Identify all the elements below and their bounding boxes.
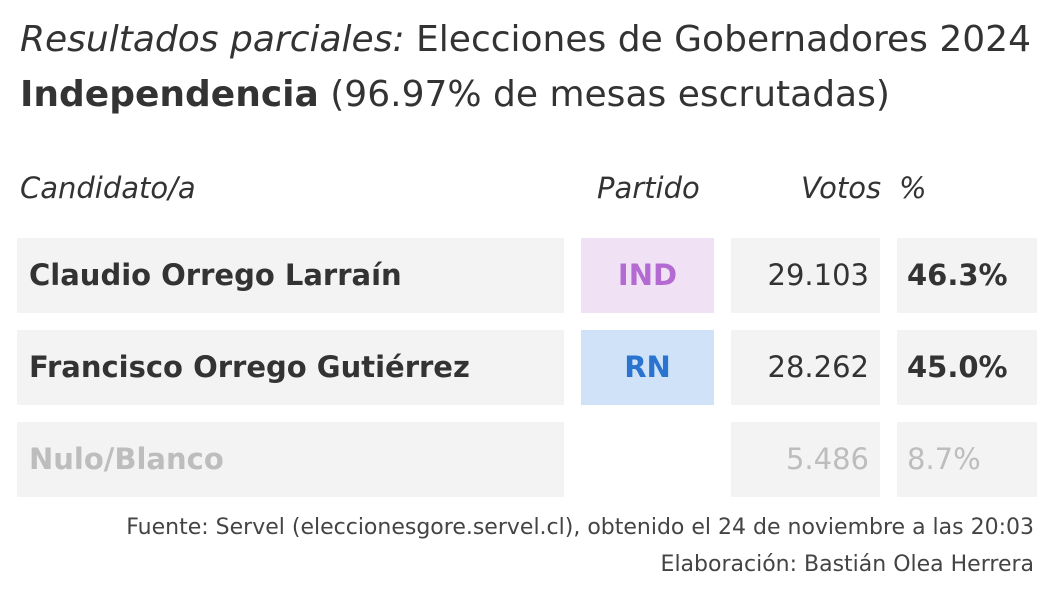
party-badge: IND (581, 238, 714, 313)
chart-title: Resultados parciales: Elecciones de Gobe… (20, 18, 1031, 62)
chart-subtitle: Independencia (96.97% de mesas escrutada… (20, 73, 890, 117)
votes-value: 29.103 (731, 238, 880, 313)
candidate-name: Nulo/Blanco (17, 422, 564, 497)
party-badge (581, 422, 714, 497)
title-main: Elecciones de Gobernadores 2024 (416, 19, 1031, 60)
author-note: Elaboración: Bastián Olea Herrera (660, 552, 1034, 577)
candidate-name: Francisco Orrego Gutiérrez (17, 330, 564, 405)
pct-value: 45.0% (897, 330, 1037, 405)
votes-value: 28.262 (731, 330, 880, 405)
region-name: Independencia (20, 74, 319, 115)
pct-value: 46.3% (897, 238, 1037, 313)
header-pct: % (899, 171, 927, 205)
pct-value: 8.7% (897, 422, 1037, 497)
header-candidate: Candidato/a (20, 171, 196, 205)
votes-value: 5.486 (731, 422, 880, 497)
header-party: Partido (597, 171, 700, 205)
source-note: Fuente: Servel (eleccionesgore.servel.cl… (126, 515, 1034, 540)
party-badge: RN (581, 330, 714, 405)
header-votes: Votos (801, 171, 882, 205)
title-prefix: Resultados parciales: (20, 19, 405, 60)
candidate-name: Claudio Orrego Larraín (17, 238, 564, 313)
progress-text: (96.97% de mesas escrutadas) (330, 74, 890, 115)
